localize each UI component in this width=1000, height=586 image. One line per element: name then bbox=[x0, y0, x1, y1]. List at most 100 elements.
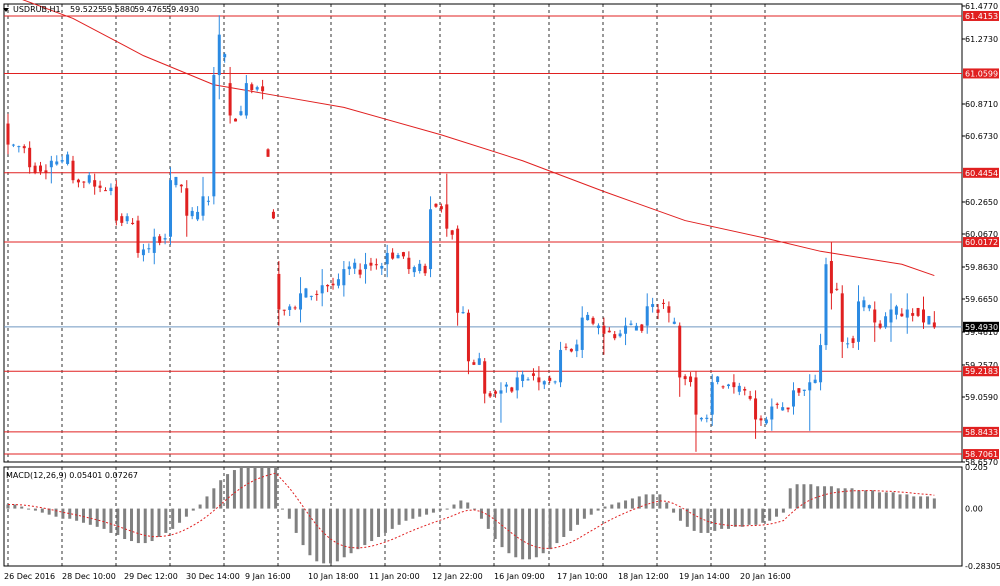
macd-histogram-bar bbox=[569, 508, 573, 531]
candle-body bbox=[217, 34, 221, 76]
macd-histogram-bar bbox=[219, 480, 223, 509]
candle-body bbox=[591, 317, 595, 324]
y-tick-label: 59.4610 bbox=[965, 328, 998, 337]
candle-body bbox=[526, 379, 530, 381]
macd-histogram-bar bbox=[191, 508, 195, 511]
macd-histogram-bar bbox=[315, 508, 319, 562]
candle-body bbox=[483, 361, 487, 394]
macd-histogram-bar bbox=[548, 508, 552, 550]
macd-histogram-bar bbox=[747, 508, 751, 525]
candle-body bbox=[418, 263, 422, 271]
macd-title: MACD(12,26,9) 0.05401 0.07267 bbox=[6, 471, 138, 480]
moving-average-line bbox=[22, 0, 935, 277]
macd-histogram-bar bbox=[761, 508, 765, 523]
candle-body bbox=[353, 262, 357, 269]
price-level-tag-label: 61.0599 bbox=[965, 69, 998, 78]
macd-histogram-bar bbox=[521, 508, 525, 560]
x-tick-label: 17 Jan 10:00 bbox=[557, 572, 608, 581]
candle-body bbox=[98, 185, 102, 188]
x-tick-label: 9 Jan 16:00 bbox=[245, 572, 291, 581]
candle-body bbox=[884, 316, 888, 328]
candle-body bbox=[374, 264, 378, 266]
macd-signal-line bbox=[8, 472, 935, 549]
high-value: 59.5880 bbox=[102, 5, 135, 14]
dropdown-triangle-icon[interactable] bbox=[3, 8, 9, 12]
candle-body bbox=[293, 307, 297, 309]
macd-histogram-bar bbox=[335, 508, 339, 562]
candle-body bbox=[672, 321, 676, 324]
macd-histogram-bar bbox=[836, 488, 840, 509]
macd-histogram-bar bbox=[6, 504, 10, 509]
candle-body bbox=[82, 181, 86, 183]
candle-body bbox=[797, 388, 801, 393]
candle-body bbox=[114, 186, 118, 221]
candle-body bbox=[288, 306, 292, 310]
macd-histogram-bar bbox=[624, 500, 628, 509]
y-tick-label: 61.4770 bbox=[965, 2, 998, 11]
candle-body bbox=[878, 323, 882, 328]
candle-body bbox=[862, 300, 866, 308]
candle-body bbox=[169, 180, 173, 237]
y-tick-label: 61.2730 bbox=[965, 35, 998, 44]
candle-body bbox=[575, 344, 579, 352]
macd-histogram-bar bbox=[438, 508, 442, 511]
macd-histogram-bar bbox=[919, 496, 923, 509]
candle-body bbox=[824, 264, 828, 346]
y-tick-label: 59.6650 bbox=[965, 295, 998, 304]
candle-body bbox=[320, 285, 324, 294]
macd-histogram-bar bbox=[610, 504, 614, 509]
macd-histogram-bar bbox=[20, 506, 24, 509]
candle-body bbox=[840, 293, 844, 342]
candle-body bbox=[504, 384, 508, 387]
candle-body bbox=[412, 267, 416, 273]
low-value: 59.4765 bbox=[134, 5, 167, 14]
macd-histogram-bar bbox=[754, 508, 758, 525]
candle-body bbox=[299, 293, 303, 310]
macd-histogram-bar bbox=[425, 508, 429, 515]
candle-body bbox=[819, 345, 823, 383]
macd-y-tick-label: 0.00 bbox=[965, 505, 983, 514]
candle-body bbox=[223, 54, 227, 58]
candle-body bbox=[705, 417, 709, 419]
macd-histogram-bar bbox=[383, 508, 387, 533]
candle-body bbox=[634, 325, 638, 331]
macd-y-tick-label: -0.28305 bbox=[965, 562, 1000, 571]
candle-body bbox=[206, 200, 210, 202]
candle-body bbox=[802, 389, 806, 391]
price-level-tag bbox=[963, 426, 999, 437]
price-level-tag-label: 59.2183 bbox=[965, 367, 998, 376]
macd-histogram-bar bbox=[562, 508, 566, 537]
candle-body bbox=[640, 324, 644, 331]
candle-body bbox=[927, 316, 931, 325]
grid bbox=[3, 3, 963, 567]
candle-body bbox=[916, 308, 920, 316]
macd-histogram-bar bbox=[150, 508, 154, 542]
candle-body bbox=[856, 301, 860, 342]
macd-histogram-bar bbox=[658, 494, 662, 509]
x-tick-label: 30 Dec 14:00 bbox=[186, 572, 240, 581]
y-tick-label: 59.2570 bbox=[965, 361, 998, 370]
candle-body bbox=[93, 180, 97, 187]
candle-body bbox=[607, 330, 611, 333]
macd-histogram-bar bbox=[136, 508, 140, 544]
candle-body bbox=[488, 393, 492, 397]
macd-histogram-bar bbox=[260, 465, 264, 509]
candle-body bbox=[250, 84, 254, 91]
candle-body bbox=[721, 386, 725, 388]
moving-average bbox=[22, 0, 935, 277]
macd-histogram-bar bbox=[88, 508, 92, 525]
candle-body bbox=[450, 230, 454, 235]
price-level-tag bbox=[963, 366, 999, 377]
macd-histogram-bar bbox=[905, 494, 909, 509]
candle-body bbox=[60, 160, 64, 162]
candle-body bbox=[656, 309, 660, 313]
macd-histogram-bar bbox=[534, 508, 538, 558]
axes: 26 Dec 2016 28 Dec 10:00 29 Dec 12:00 30 De… bbox=[4, 2, 1000, 581]
macd-histogram-bar bbox=[411, 508, 415, 519]
macd-histogram-bar bbox=[644, 494, 648, 509]
candle-body bbox=[710, 382, 714, 415]
macd-histogram-bar bbox=[329, 508, 333, 564]
macd-histogram-bar bbox=[40, 508, 44, 513]
candle-body bbox=[678, 325, 682, 378]
